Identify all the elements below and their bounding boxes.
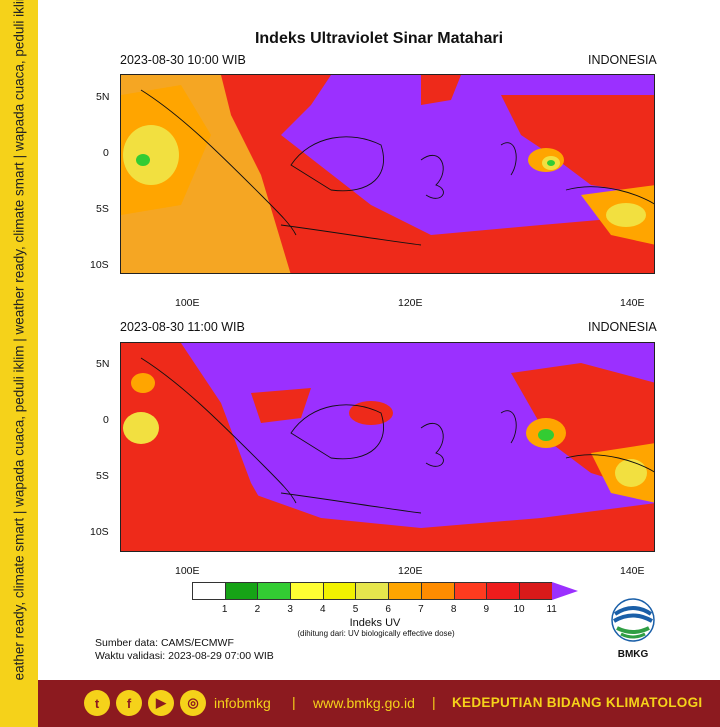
legend-label: 7	[418, 604, 424, 615]
lat-tick-0-2: 0	[103, 414, 109, 426]
uv-map-panel-2	[120, 342, 655, 552]
uv-green-patch-west	[136, 154, 150, 166]
legend-label: 10	[513, 604, 525, 615]
footer-separator-1: |	[292, 694, 296, 710]
uv-map-1-svg	[121, 75, 654, 273]
uv-green-patch-east	[547, 160, 555, 166]
legend-arrow-extreme	[551, 582, 578, 600]
uv-yellow-patch-se	[615, 459, 647, 487]
legend-swatch	[355, 582, 389, 600]
lon-tick-100e-2: 100E	[175, 565, 200, 577]
division-name: KEDEPUTIAN BIDANG KLIMATOLOGI	[452, 695, 703, 710]
uv-very-high-south	[251, 493, 654, 551]
social-handle[interactable]: infobmkg	[214, 695, 271, 711]
uv-yellow-patch-se	[606, 203, 646, 227]
uv-very-high-west	[121, 343, 290, 551]
lon-tick-100e-1: 100E	[175, 297, 200, 309]
uv-legend-bar	[192, 582, 578, 600]
lat-tick-10s-2: 10S	[90, 526, 109, 538]
legend-title: Indeks UV	[349, 617, 401, 629]
uv-yellow-patch-west	[123, 412, 159, 444]
lat-tick-0-1: 0	[103, 147, 109, 159]
legend-label: 5	[352, 604, 359, 615]
bmkg-logo-icon	[611, 598, 655, 642]
panel-1-region: INDONESIA	[588, 53, 657, 67]
legend-label: 2	[254, 604, 261, 615]
lon-tick-120e-2: 120E	[398, 565, 423, 577]
page-title: Indeks Ultraviolet Sinar Matahari	[254, 30, 504, 47]
bmkg-logo: BMKG	[610, 598, 656, 660]
uv-very-high-area	[221, 75, 654, 273]
footer-separator-2: |	[432, 694, 436, 710]
legend-swatch	[453, 582, 487, 600]
legend-swatch	[486, 582, 519, 600]
legend-swatch	[224, 582, 258, 600]
lon-tick-140e-1: 140E	[620, 297, 645, 309]
side-banner: weather ready, climate smart | wapada cu…	[0, 0, 38, 690]
data-source: Sumber data: CAMS/ECMWF Waktu validasi: …	[95, 637, 274, 663]
uv-map-2-svg	[121, 343, 654, 551]
panel-1-datetime: 2023-08-30 10:00 WIB	[120, 53, 246, 67]
coastlines	[140, 357, 654, 514]
legend-label: 9	[483, 604, 490, 615]
uv-yellow-patch-west	[123, 125, 179, 185]
lat-tick-5n-2: 5N	[96, 358, 110, 370]
twitter-icon[interactable]: t	[84, 690, 110, 716]
legend-subtitle: (dihitung dari: UV biologically effectiv…	[297, 629, 455, 638]
legend-label: 1	[221, 604, 228, 615]
footer-bar: t f ▶ ◎ infobmkg | www.bmkg.go.id | KEDE…	[0, 680, 720, 727]
youtube-icon[interactable]: ▶	[148, 690, 174, 716]
uv-green-patch-east	[538, 429, 554, 441]
uv-very-high-east	[501, 95, 654, 195]
legend-swatch	[420, 582, 454, 600]
uv-very-high-central	[251, 388, 311, 423]
lon-tick-140e-2: 140E	[620, 565, 645, 577]
legend-label: 11	[546, 604, 557, 615]
legend-swatch	[192, 582, 225, 600]
legend-swatch	[518, 582, 552, 600]
coastlines	[140, 89, 654, 246]
facebook-icon[interactable]: f	[116, 690, 142, 716]
social-icons: t f ▶ ◎	[84, 690, 206, 716]
legend-swatch	[257, 582, 291, 600]
lat-tick-5s-1: 5S	[96, 203, 109, 215]
instagram-icon[interactable]: ◎	[180, 690, 206, 716]
side-banner-text: weather ready, climate smart | wapada cu…	[11, 0, 27, 691]
legend-label: 8	[450, 604, 457, 615]
panel-2-datetime: 2023-08-30 11:00 WIB	[120, 320, 245, 334]
uv-very-high-north	[421, 75, 461, 105]
uv-orange-patch-west	[131, 373, 155, 393]
source-line: Sumber data: CAMS/ECMWF	[95, 637, 234, 649]
legend-label: 6	[385, 604, 391, 615]
lon-tick-120e-1: 120E	[398, 297, 423, 309]
validation-time: Waktu validasi: 2023-08-29 07:00 WIB	[95, 650, 274, 662]
legend-label: 3	[287, 604, 293, 615]
uv-map-panel-1	[120, 74, 655, 274]
lat-tick-10s-1: 10S	[90, 259, 109, 271]
legend-swatch	[322, 582, 356, 600]
footer-yellow-cap	[0, 680, 38, 727]
legend-label: 4	[320, 604, 326, 615]
website-link[interactable]: www.bmkg.go.id	[313, 695, 415, 711]
bmkg-logo-name: BMKG	[617, 649, 649, 660]
legend-swatch	[388, 582, 421, 600]
uv-very-high-patch	[349, 401, 393, 425]
lat-tick-5n-1: 5N	[96, 91, 110, 103]
panel-2-region: INDONESIA	[588, 320, 657, 334]
lat-tick-5s-2: 5S	[96, 470, 109, 482]
legend-swatch	[290, 582, 323, 600]
